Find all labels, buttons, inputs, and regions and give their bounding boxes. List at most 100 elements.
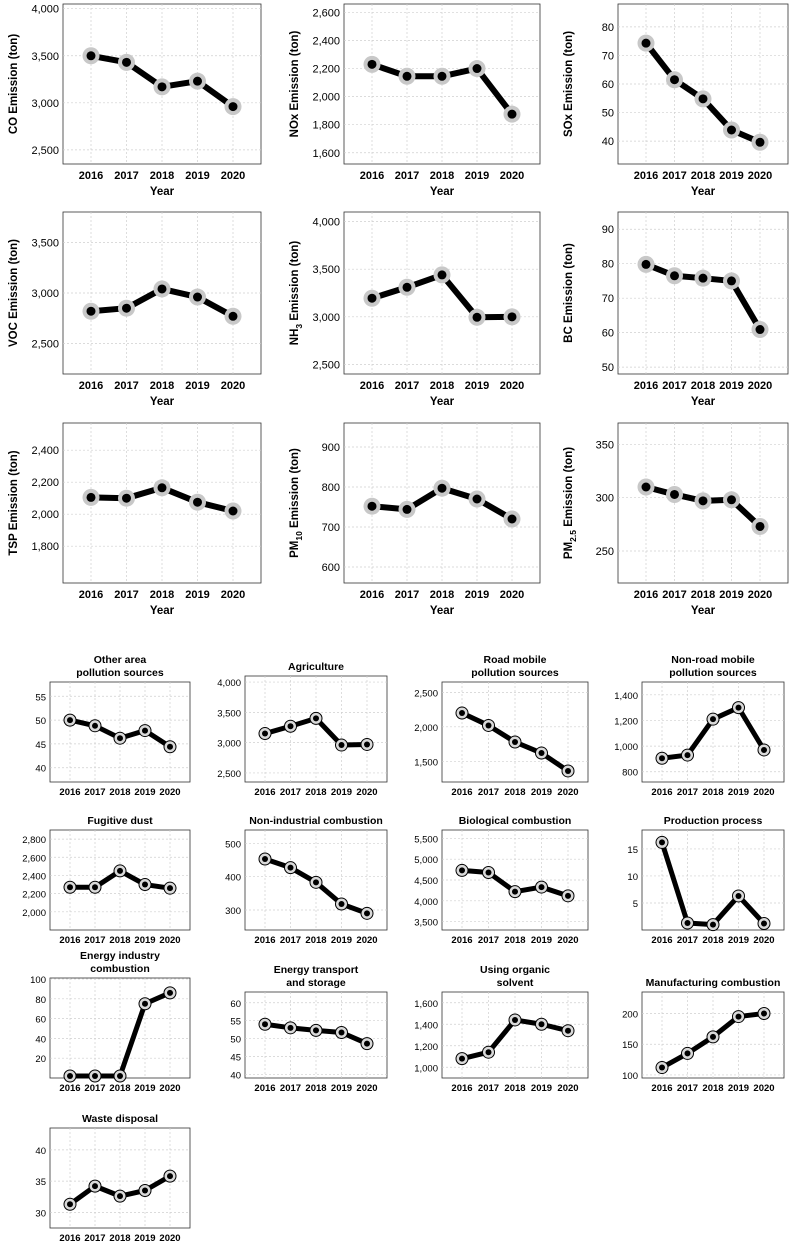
panel-title-line: Fugitive dust bbox=[87, 815, 153, 827]
panel-title-line: solvent bbox=[497, 977, 534, 989]
data-point bbox=[287, 864, 294, 871]
data-point bbox=[507, 109, 517, 119]
data-point bbox=[117, 1193, 123, 1200]
y-tick-label: 100 bbox=[622, 1071, 638, 1082]
x-tick-label: 2018 bbox=[109, 1083, 130, 1094]
data-point bbox=[142, 881, 148, 888]
y-axis-title: NH3 Emission (ton) bbox=[289, 241, 304, 346]
y-tick-label: 3,000 bbox=[31, 98, 59, 110]
x-tick-label: 2018 bbox=[702, 935, 723, 946]
data-point bbox=[67, 1073, 73, 1080]
data-point bbox=[755, 137, 765, 147]
data-point bbox=[157, 82, 167, 92]
x-tick-label: 2016 bbox=[360, 170, 384, 182]
data-point bbox=[338, 901, 345, 907]
y-tick-label: 300 bbox=[596, 493, 614, 505]
data-point bbox=[710, 921, 716, 928]
x-axis-title: Year bbox=[430, 605, 455, 617]
y-axis-title: VOC Emission (ton) bbox=[8, 239, 20, 347]
x-tick-label: 2017 bbox=[478, 787, 499, 798]
data-point bbox=[262, 856, 268, 862]
data-point bbox=[142, 727, 148, 734]
y-axis-title-main: PM bbox=[289, 541, 301, 558]
y-tick-label: 60 bbox=[230, 999, 241, 1010]
x-tick-label: 2016 bbox=[254, 935, 275, 946]
x-tick-label: 2016 bbox=[59, 1233, 80, 1244]
panel-non-road-mobile: 800 1,000 1,200 1,400 2016 2017 2018 2019 2020 No… bbox=[614, 654, 785, 798]
data-point bbox=[437, 270, 447, 280]
data-point bbox=[512, 888, 518, 895]
data-point bbox=[67, 1201, 73, 1208]
data-point bbox=[167, 885, 173, 892]
data-point bbox=[761, 746, 767, 753]
data-point bbox=[313, 1027, 319, 1034]
y-tick-label: 2,800 bbox=[22, 835, 46, 846]
x-axis-title: Year bbox=[430, 396, 455, 408]
x-tick-label: 2019 bbox=[134, 935, 155, 946]
x-tick-label: 2016 bbox=[651, 935, 672, 946]
y-tick-label: 200 bbox=[622, 1010, 638, 1021]
x-tick-label: 2017 bbox=[280, 787, 301, 798]
y-tick-label: 40 bbox=[35, 1034, 46, 1045]
data-point bbox=[313, 879, 319, 886]
data-point bbox=[538, 750, 545, 757]
x-tick-label: 2020 bbox=[748, 170, 772, 182]
y-tick-label: 2,000 bbox=[312, 92, 340, 104]
y-tick-label: 2,400 bbox=[22, 871, 46, 882]
data-point bbox=[512, 739, 518, 745]
y-tick-label: 2,000 bbox=[22, 908, 46, 919]
x-tick-label: 2018 bbox=[109, 1233, 130, 1244]
y-tick-label: 2,000 bbox=[31, 509, 59, 521]
x-tick-label: 2020 bbox=[356, 1083, 377, 1094]
x-tick-label: 2018 bbox=[504, 787, 525, 798]
x-tick-label: 2016 bbox=[360, 589, 384, 601]
data-point bbox=[565, 892, 571, 899]
x-tick-label: 2017 bbox=[662, 170, 686, 182]
y-tick-label: 2,600 bbox=[22, 853, 46, 864]
x-axis-title: Year bbox=[430, 186, 455, 198]
x-tick-label: 2019 bbox=[719, 170, 743, 182]
data-point bbox=[86, 51, 96, 61]
data-point bbox=[670, 271, 679, 281]
data-point bbox=[364, 741, 370, 748]
y-tick-label: 1,500 bbox=[414, 757, 438, 768]
y-tick-label: 5,500 bbox=[414, 834, 438, 845]
x-tick-label: 2020 bbox=[221, 170, 245, 182]
y-tick-label: 3,500 bbox=[31, 51, 59, 63]
y-tick-label: 900 bbox=[322, 442, 340, 454]
data-point bbox=[761, 920, 767, 927]
panel-title-line: Energy transport bbox=[274, 964, 359, 976]
panel-manufacturing: 100 150 200 2016 2017 2018 2019 2020 Manufacturi… bbox=[622, 977, 785, 1094]
y-axis-title-subscript: 10 bbox=[294, 531, 304, 541]
y-tick-label: 40 bbox=[230, 1070, 241, 1081]
data-point bbox=[402, 282, 412, 292]
y-tick-label: 20 bbox=[35, 1054, 46, 1065]
x-tick-label: 2020 bbox=[221, 380, 245, 392]
x-tick-label: 2016 bbox=[254, 787, 275, 798]
x-tick-label: 2018 bbox=[702, 1083, 723, 1094]
data-point bbox=[659, 1064, 665, 1071]
x-tick-label: 2020 bbox=[500, 589, 524, 601]
x-tick-label: 2017 bbox=[662, 589, 686, 601]
data-point bbox=[472, 312, 482, 322]
x-axis-title: Year bbox=[691, 186, 716, 198]
x-tick-label: 2018 bbox=[702, 787, 723, 798]
panel-nox: 1,600 1,800 2,000 2,200 2,400 2,600 2016 2017 20… bbox=[289, 3, 541, 198]
x-tick-label: 2017 bbox=[280, 935, 301, 946]
panel-title-line: Other area bbox=[94, 654, 147, 666]
data-point bbox=[117, 1073, 123, 1080]
x-tick-label: 2020 bbox=[557, 1083, 578, 1094]
y-tick-label: 55 bbox=[230, 1017, 241, 1028]
panel-bc: 50 60 70 80 90 2016 2017 2018 2019 2020 Year BC Emi… bbox=[563, 211, 789, 408]
x-tick-label: 2019 bbox=[719, 380, 743, 392]
data-point bbox=[122, 303, 131, 313]
y-tick-label: 1,000 bbox=[414, 1063, 438, 1074]
x-tick-label: 2018 bbox=[691, 589, 715, 601]
data-point bbox=[193, 292, 202, 302]
data-point bbox=[402, 504, 412, 514]
data-point bbox=[92, 1073, 98, 1080]
y-tick-label: 400 bbox=[225, 873, 241, 884]
data-point bbox=[684, 752, 691, 759]
data-point bbox=[735, 892, 742, 899]
x-tick-label: 2020 bbox=[159, 1233, 180, 1244]
